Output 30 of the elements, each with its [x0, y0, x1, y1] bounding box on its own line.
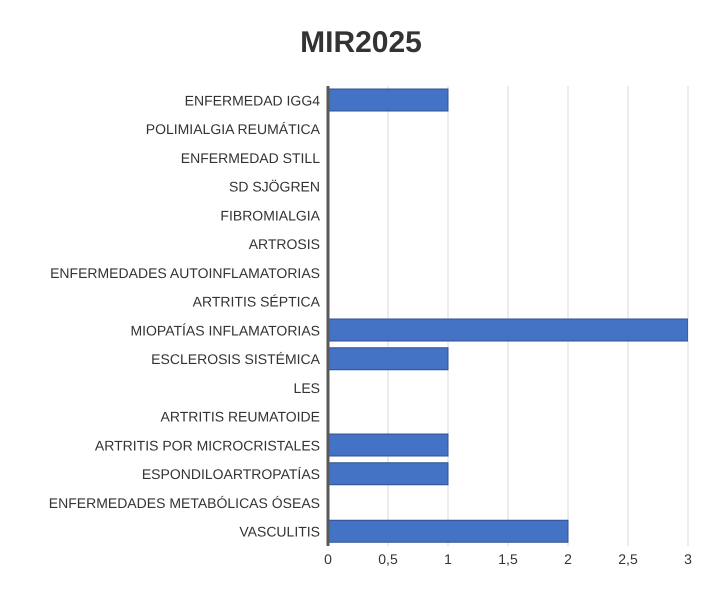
y-tick-label: ENFERMEDAD STILL	[180, 150, 320, 166]
x-tick-label: 1,5	[498, 550, 518, 567]
x-tick-label: 2,5	[618, 550, 638, 567]
x-tick-label: 2	[564, 550, 572, 567]
x-tick-label: 3	[684, 550, 692, 567]
bar	[328, 347, 448, 370]
bar	[328, 318, 688, 342]
chart-title: MIR2025	[299, 25, 423, 61]
y-tick-label: ESPONDILOARTROPATÍAS	[142, 466, 320, 482]
x-tick-label: 0	[324, 550, 332, 567]
y-tick-label: ARTROSIS	[248, 236, 320, 252]
bar	[328, 520, 568, 543]
y-tick-label: ENFERMEDADES METABÓLICAS ÓSEAS	[48, 494, 320, 511]
y-tick-label: ENFERMEDAD IGG4	[184, 92, 320, 108]
y-tick-label: MIOPATÍAS INFLAMATORIAS	[130, 322, 320, 338]
y-tick-label: ARTRITIS REUMATOIDE	[160, 408, 320, 425]
y-tick-label: VASCULITIS	[239, 524, 320, 540]
bar	[328, 462, 448, 486]
y-tick-label: FIBROMIALGIA	[220, 207, 321, 224]
bar	[328, 434, 448, 456]
y-tick-label: ARTRITIS SÉPTICA	[192, 294, 321, 310]
x-tick-label: 1	[444, 550, 452, 567]
y-tick-label: ARTRITIS POR MICROCRISTALES	[94, 437, 320, 454]
y-tick-label: SD SJÖGREN	[228, 178, 320, 195]
y-tick-label: POLIMIALGIA REUMÁTICA	[146, 121, 321, 138]
y-tick-label: LES	[294, 380, 320, 396]
bar	[328, 88, 448, 112]
y-tick-label: ESCLEROSIS SISTÉMICA	[151, 351, 321, 368]
y-tick-label: ENFERMEDADES AUTOINFLAMATORIAS	[50, 264, 320, 281]
x-tick-label: 0,5	[378, 550, 398, 567]
